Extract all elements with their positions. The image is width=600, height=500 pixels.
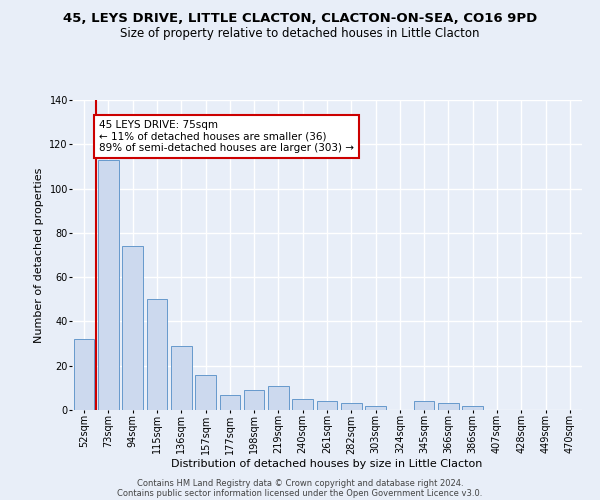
Y-axis label: Number of detached properties: Number of detached properties <box>34 168 44 342</box>
Bar <box>220 394 240 410</box>
Bar <box>414 401 434 410</box>
Bar <box>317 401 337 410</box>
Text: Contains public sector information licensed under the Open Government Licence v3: Contains public sector information licen… <box>118 488 482 498</box>
Bar <box>341 404 362 410</box>
Bar <box>195 374 216 410</box>
Bar <box>463 406 483 410</box>
Text: Size of property relative to detached houses in Little Clacton: Size of property relative to detached ho… <box>120 28 480 40</box>
Text: Contains HM Land Registry data © Crown copyright and database right 2024.: Contains HM Land Registry data © Crown c… <box>137 478 463 488</box>
Bar <box>122 246 143 410</box>
X-axis label: Distribution of detached houses by size in Little Clacton: Distribution of detached houses by size … <box>172 459 482 469</box>
Bar <box>365 406 386 410</box>
Bar <box>171 346 191 410</box>
Bar <box>244 390 265 410</box>
Bar <box>292 399 313 410</box>
Text: 45, LEYS DRIVE, LITTLE CLACTON, CLACTON-ON-SEA, CO16 9PD: 45, LEYS DRIVE, LITTLE CLACTON, CLACTON-… <box>63 12 537 26</box>
Bar <box>438 404 459 410</box>
Bar <box>98 160 119 410</box>
Bar <box>146 300 167 410</box>
Bar <box>74 339 94 410</box>
Text: 45 LEYS DRIVE: 75sqm
← 11% of detached houses are smaller (36)
89% of semi-detac: 45 LEYS DRIVE: 75sqm ← 11% of detached h… <box>99 120 354 153</box>
Bar <box>268 386 289 410</box>
